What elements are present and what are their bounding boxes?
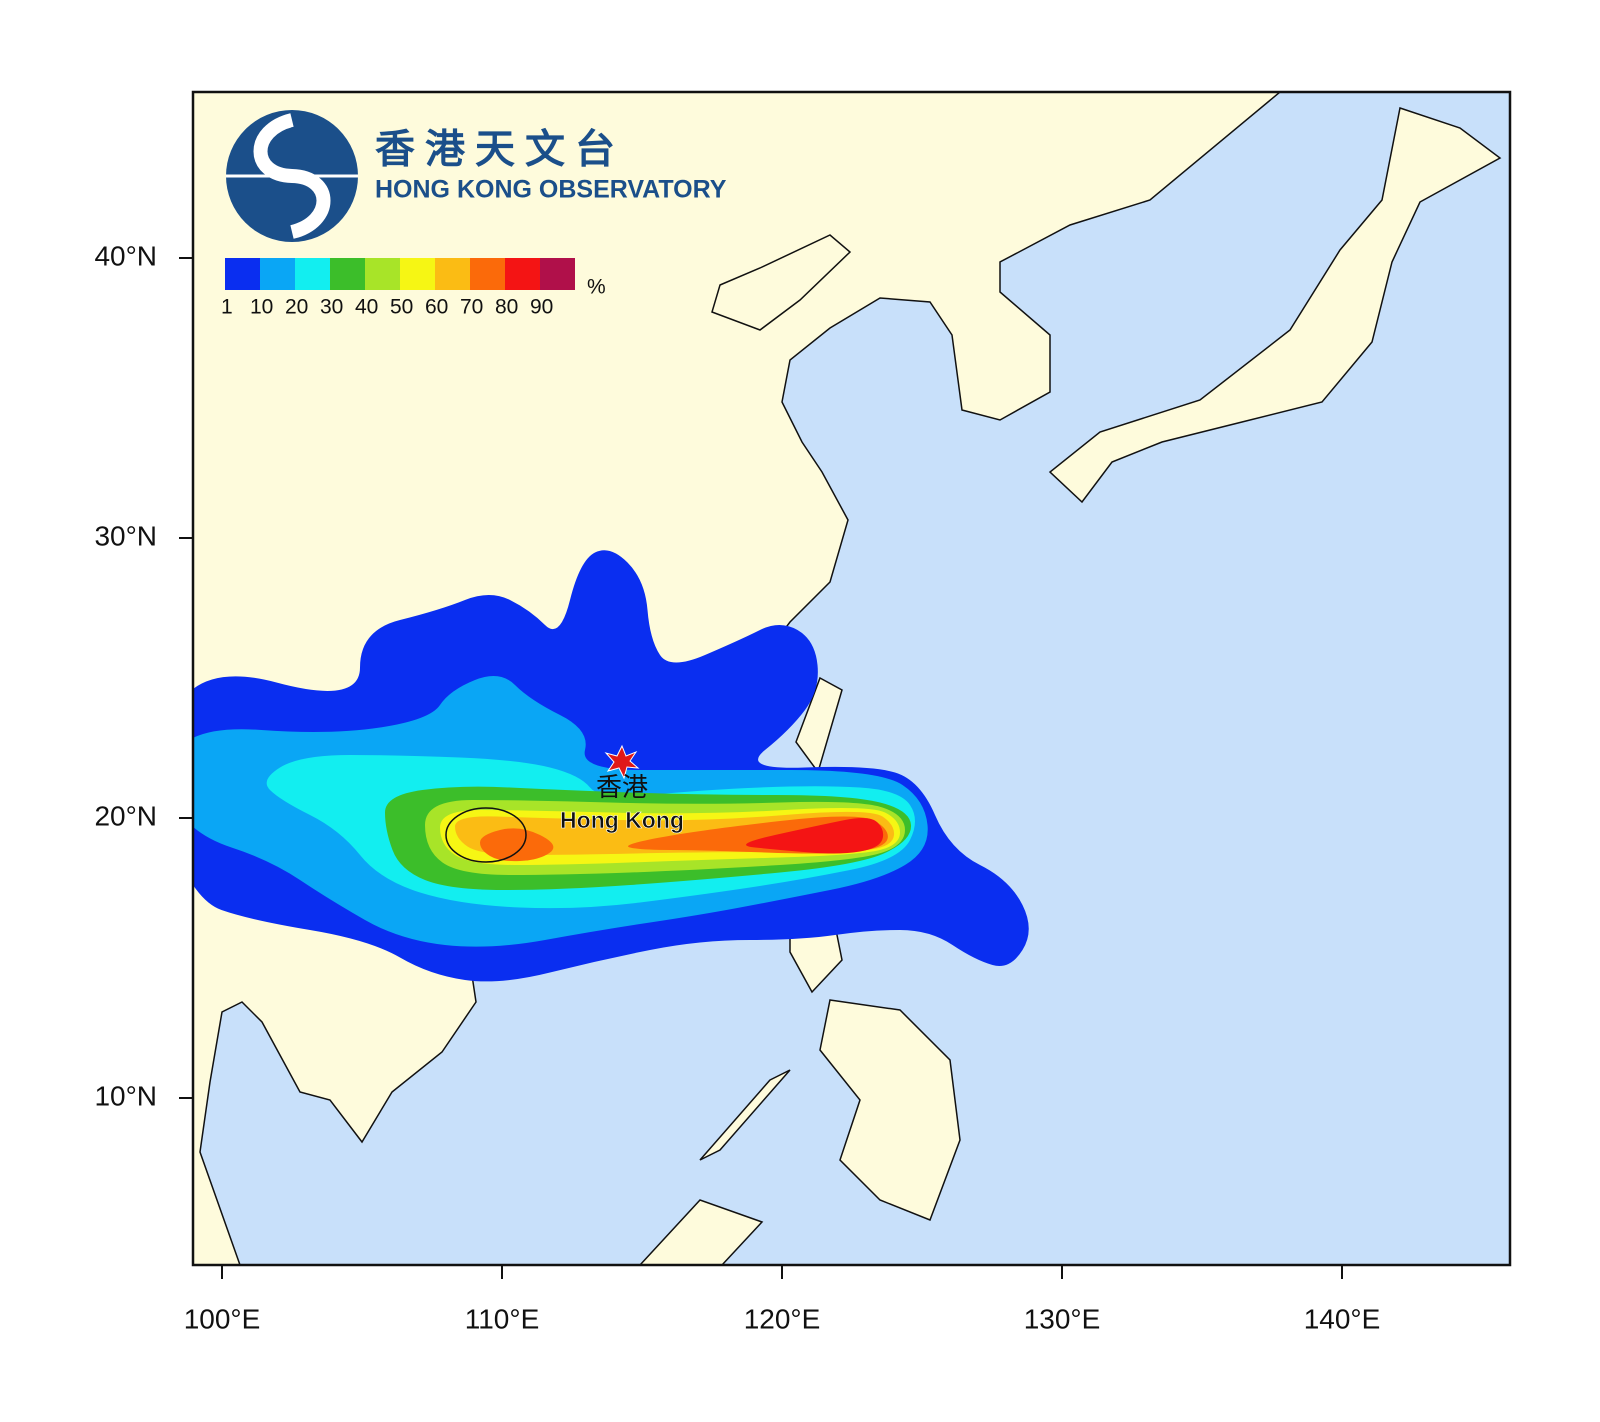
borneo xyxy=(638,1199,764,1265)
contour-level xyxy=(480,828,554,862)
legend-label: 50 xyxy=(390,296,413,319)
logo: 香港天文台 HONG KONG OBSERVATORY xyxy=(226,110,727,242)
visayas-mindanao xyxy=(819,999,961,1221)
x-tick-label: 100°E xyxy=(184,1303,261,1334)
map-frame xyxy=(191,90,1512,1267)
logo-chinese: 香港天文台 xyxy=(375,128,625,172)
legend-swatch xyxy=(330,258,365,290)
legend-unit: % xyxy=(587,276,606,299)
legend-label: 10 xyxy=(250,296,273,319)
place-chinese: 香港 xyxy=(596,772,648,802)
logo-english: HONG KONG OBSERVATORY xyxy=(375,176,727,204)
legend-label: 70 xyxy=(460,296,483,319)
y-tick-label: 40°N xyxy=(94,240,157,271)
hainan-outline xyxy=(445,807,527,863)
legend-swatch xyxy=(540,258,575,290)
y-tick-label: 10°N xyxy=(94,1080,157,1111)
legend-swatch xyxy=(225,258,260,290)
legend-label: 1 xyxy=(221,296,233,319)
legend-label: 60 xyxy=(425,296,448,319)
y-tick-label: 20°N xyxy=(94,800,157,831)
x-tick-label: 110°E xyxy=(465,1303,540,1334)
y-tick-label: 30°N xyxy=(94,520,157,551)
legend-swatch xyxy=(365,258,400,290)
x-tick-label: 140°E xyxy=(1304,1303,1381,1334)
legend: 1 10 20 30 40 50 60 70 80 90% xyxy=(221,258,606,319)
x-tick-label: 120°E xyxy=(744,1303,821,1334)
contour-level xyxy=(746,818,884,854)
legend-label: 90 xyxy=(530,296,553,319)
axes: 100°E 110°E 120°E 130°E 140°E 40°N 30°N 20°N 10°… xyxy=(94,240,1380,1334)
legend-swatch xyxy=(400,258,435,290)
place-english: Hong Kong xyxy=(560,807,684,833)
x-tick-label: 130°E xyxy=(1024,1303,1101,1334)
star xyxy=(604,744,640,780)
legend-label: 30 xyxy=(320,296,343,319)
shandong-liaodong xyxy=(711,234,852,331)
hong-kong-marker: 香港 Hong Kong xyxy=(560,744,684,833)
japan xyxy=(1048,107,1502,504)
palawan xyxy=(699,1069,791,1161)
legend-swatch xyxy=(260,258,295,290)
legend-label: 80 xyxy=(495,296,518,319)
legend-swatch xyxy=(505,258,540,290)
legend-label: 40 xyxy=(355,296,378,319)
legend-label: 20 xyxy=(285,296,308,319)
legend-swatch xyxy=(470,258,505,290)
legend-swatch xyxy=(435,258,470,290)
legend-swatch xyxy=(295,258,330,290)
